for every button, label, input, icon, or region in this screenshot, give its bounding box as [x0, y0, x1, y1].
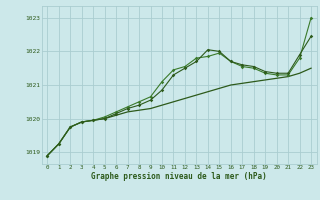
X-axis label: Graphe pression niveau de la mer (hPa): Graphe pression niveau de la mer (hPa)	[91, 172, 267, 181]
